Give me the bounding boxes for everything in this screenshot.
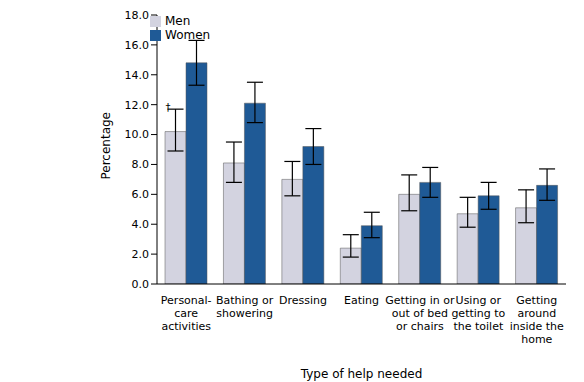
html-text:Women: Women [165, 28, 211, 42]
svg-text:Type of help needed: Type of help needed [300, 367, 423, 381]
svg-text:Eating: Eating [344, 294, 379, 307]
svg-text:0.0: 0.0 [132, 278, 150, 291]
svg-text:16.0: 16.0 [125, 39, 150, 52]
svg-text:Personal-careactivities: Personal-careactivities [161, 294, 212, 333]
svg-text:8.0: 8.0 [132, 158, 150, 171]
svg-text:12.0: 12.0 [125, 99, 150, 112]
svg-text:Gettingaroundinside thehome: Gettingaroundinside thehome [510, 294, 564, 346]
svg-text:18.0: 18.0 [125, 9, 150, 22]
svg-text:Percentage: Percentage [99, 112, 113, 180]
svg-text:6.0: 6.0 [132, 188, 150, 201]
svg-text:4.0: 4.0 [132, 218, 150, 231]
svg-text:†: † [166, 102, 171, 113]
svg-text:2.0: 2.0 [132, 248, 150, 261]
svg-text:Getting in orout of bedor chai: Getting in orout of bedor chairs [385, 294, 455, 333]
html-text:Men: Men [165, 14, 191, 28]
svg-text:Using orgetting tothe toilet: Using orgetting tothe toilet [451, 294, 505, 333]
svg-text:10.0: 10.0 [125, 128, 150, 141]
svg-text:Dressing: Dressing [279, 294, 327, 307]
svg-text:14.0: 14.0 [125, 69, 150, 82]
svg-text:Bathing orshowering: Bathing orshowering [216, 294, 274, 320]
